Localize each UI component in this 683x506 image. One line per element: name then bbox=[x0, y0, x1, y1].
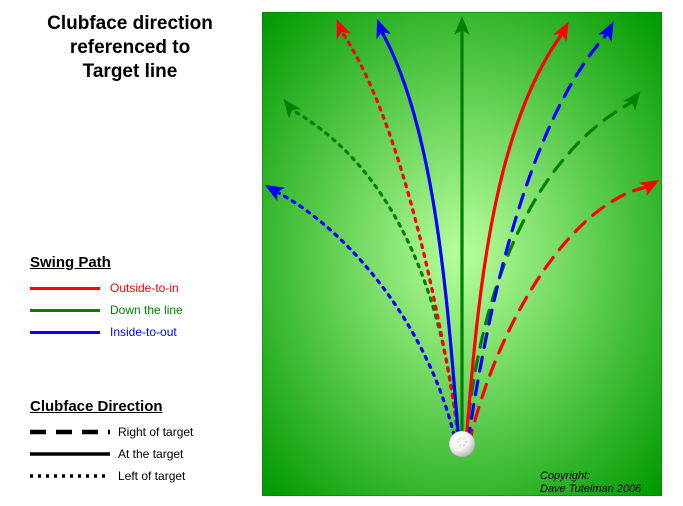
legend-face-heading: Clubface Direction bbox=[30, 398, 193, 415]
legend-swing-row: Down the line bbox=[30, 299, 183, 321]
legend-face-row: Left of target bbox=[30, 465, 193, 487]
diagram-canvas: Clubface direction referenced to Target … bbox=[0, 0, 683, 506]
legend-dash-swatch bbox=[30, 469, 110, 483]
legend-label: Outside-to-in bbox=[110, 281, 179, 295]
copyright-notice: Copyright: Dave Tutelman 2006 bbox=[540, 470, 641, 496]
legend-color-swatch bbox=[30, 309, 100, 312]
title-line-2: referenced to bbox=[10, 36, 250, 60]
legend-dash-swatch bbox=[30, 425, 110, 439]
legend-color-swatch bbox=[30, 331, 100, 334]
legend-label: At the target bbox=[118, 447, 183, 461]
legend-face-row: At the target bbox=[30, 443, 193, 465]
legend-label: Left of target bbox=[118, 469, 185, 483]
copyright-line-1: Copyright: bbox=[540, 470, 641, 483]
legend-label: Down the line bbox=[110, 303, 183, 317]
legend-face-row: Right of target bbox=[30, 421, 193, 443]
copyright-line-2: Dave Tutelman 2006 bbox=[540, 483, 641, 496]
diagram-title: Clubface direction referenced to Target … bbox=[10, 12, 250, 84]
legend-dash-swatch bbox=[30, 447, 110, 461]
legend-swing-row: Inside-to-out bbox=[30, 321, 183, 343]
legend-swing-heading: Swing Path bbox=[30, 254, 183, 271]
legend-label: Right of target bbox=[118, 425, 193, 439]
legend-swing-row: Outside-to-in bbox=[30, 277, 183, 299]
legend-clubface-direction: Clubface Direction Right of target At the… bbox=[30, 398, 193, 487]
legend-color-swatch bbox=[30, 287, 100, 290]
legend-label: Inside-to-out bbox=[110, 325, 177, 339]
ball-flight-field bbox=[262, 12, 662, 496]
title-line-1: Clubface direction bbox=[10, 12, 250, 36]
title-line-3: Target line bbox=[10, 60, 250, 84]
legend-swing-path: Swing Path Outside-to-in Down the line Ins… bbox=[30, 254, 183, 343]
golf-ball-icon bbox=[449, 431, 475, 457]
